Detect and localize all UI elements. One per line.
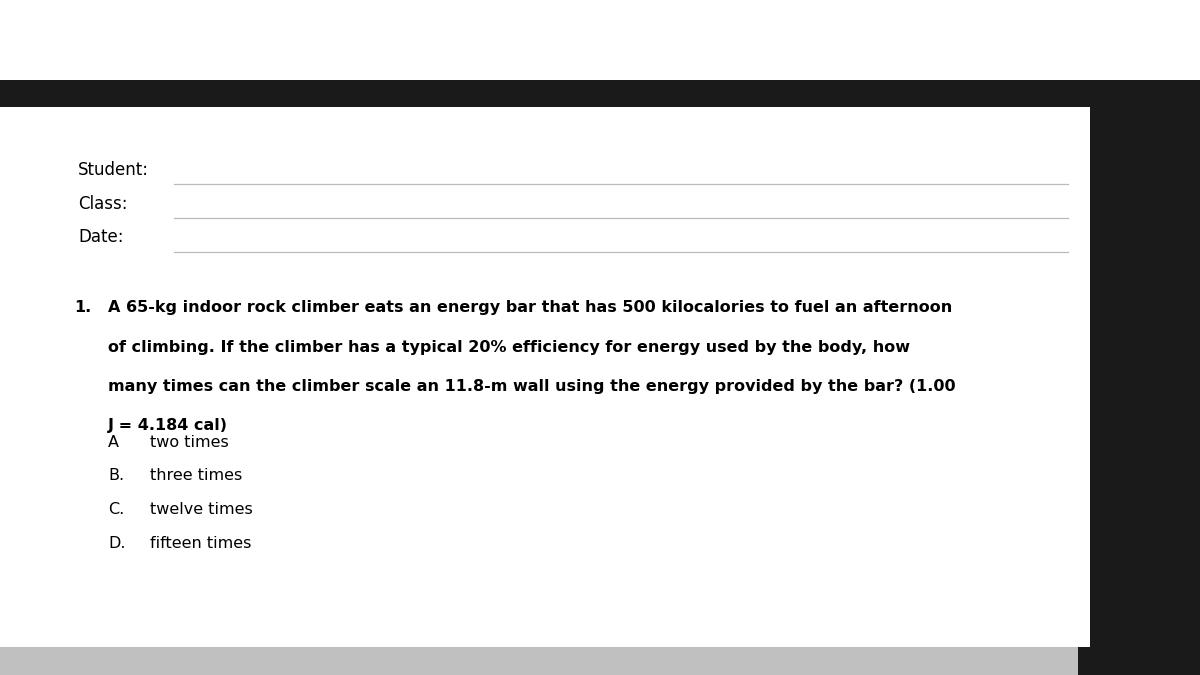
- Text: A: A: [108, 435, 119, 450]
- Bar: [0, 107, 1090, 647]
- Text: C.: C.: [108, 502, 125, 517]
- Text: of climbing. If the climber has a typical 20% efficiency for energy used by the : of climbing. If the climber has a typica…: [108, 340, 910, 354]
- Text: three times: three times: [150, 468, 242, 483]
- Text: two times: two times: [150, 435, 229, 450]
- Text: fifteen times: fifteen times: [150, 536, 251, 551]
- Bar: [0, 647, 1090, 675]
- Text: A 65-kg indoor rock climber eats an energy bar that has 500 kilocalories to fuel: A 65-kg indoor rock climber eats an ener…: [108, 300, 953, 315]
- Text: twelve times: twelve times: [150, 502, 253, 517]
- Text: Class:: Class:: [78, 194, 127, 213]
- Bar: [0, 0, 1200, 80]
- Text: D.: D.: [108, 536, 126, 551]
- Text: J = 4.184 cal): J = 4.184 cal): [108, 418, 228, 433]
- Bar: [1078, 647, 1102, 675]
- Text: many times can the climber scale an 11.8-m wall using the energy provided by the: many times can the climber scale an 11.8…: [108, 379, 955, 394]
- Text: B.: B.: [108, 468, 124, 483]
- Text: Student:: Student:: [78, 161, 149, 179]
- Text: Date:: Date:: [78, 228, 124, 246]
- Text: 1.: 1.: [74, 300, 91, 315]
